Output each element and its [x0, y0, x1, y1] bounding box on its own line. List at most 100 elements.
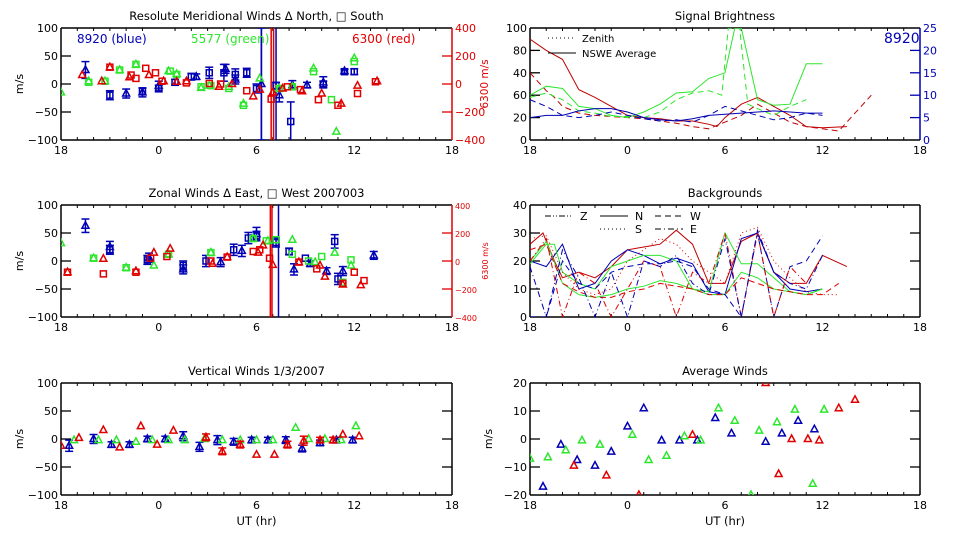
chart-title: Backgrounds — [688, 186, 763, 200]
x-tick-label: 12 — [816, 499, 830, 512]
data-point-triangle — [679, 430, 690, 440]
y-tick-label: 0 — [51, 255, 58, 268]
annotation-label: 5577 (green) — [191, 32, 269, 46]
data-point-triangle — [729, 415, 740, 425]
data-point-triangle — [569, 460, 579, 469]
data-point-triangle — [530, 453, 535, 462]
data-point-triangle — [246, 434, 257, 444]
x-tick-label: 18 — [445, 499, 459, 512]
y-tick-label: 80 — [513, 44, 527, 57]
series-line-5577-nswe-average — [530, 28, 823, 119]
data-point-square — [350, 57, 358, 66]
data-point-triangle — [282, 439, 293, 448]
data-point-square — [205, 69, 214, 77]
data-point-triangle — [772, 416, 782, 426]
data-point-triangle — [809, 423, 820, 433]
data-point-square — [106, 63, 114, 71]
data-point-triangle — [315, 434, 325, 444]
x-tick-label: 6 — [253, 321, 260, 334]
data-point-square — [182, 79, 191, 87]
data-point-triangle — [321, 265, 332, 275]
data-point-square — [288, 83, 297, 91]
data-point-triangle — [230, 73, 241, 83]
data-point-triangle — [754, 425, 764, 434]
data-point-square — [353, 89, 362, 98]
y-tick-label: 20 — [513, 377, 527, 390]
data-point-triangle — [251, 449, 262, 458]
y-tick-label: 40 — [513, 67, 527, 80]
data-point-square — [179, 261, 187, 270]
data-point-triangle — [695, 434, 706, 444]
x-tick-label: 18 — [445, 144, 459, 157]
data-point-square — [163, 252, 171, 261]
data-point-square — [122, 263, 130, 272]
right-axis-tick-label: 400 — [455, 202, 470, 211]
data-point-square — [207, 248, 215, 257]
x-tick-label: 6 — [722, 144, 729, 157]
data-point-triangle — [106, 439, 117, 448]
right-axis-tick-label: 20 — [923, 44, 937, 57]
y-axis-label: m/s — [13, 74, 26, 94]
right-axis-tick-label: 10 — [923, 89, 937, 102]
data-point-triangle — [850, 394, 860, 404]
data-point-square — [207, 257, 215, 265]
data-point-triangle — [807, 478, 818, 488]
legend-label: S — [635, 223, 642, 236]
data-point-triangle — [351, 420, 361, 430]
data-point-square — [205, 79, 214, 88]
data-point-triangle — [248, 90, 258, 100]
plot-area — [530, 383, 860, 495]
plot-area — [61, 420, 364, 458]
data-point-triangle — [217, 434, 228, 444]
x-tick-label: 18 — [523, 144, 537, 157]
data-point-triangle — [369, 249, 379, 259]
data-point-triangle — [656, 434, 667, 444]
data-point-triangle — [269, 449, 280, 458]
data-point-triangle — [308, 62, 319, 72]
data-point-square — [99, 270, 108, 278]
y-tick-label: 0 — [520, 134, 527, 147]
right-axis-tick-label: −200 — [455, 106, 485, 119]
meridional-winds-panel: Resolute Meridional Winds Δ North, □ Sou… — [13, 9, 491, 157]
data-point-square — [350, 67, 358, 76]
data-point-square — [283, 83, 292, 91]
data-point-triangle — [111, 434, 122, 444]
data-point-square — [197, 83, 205, 91]
y-tick-label: −50 — [35, 283, 58, 296]
y-tick-label: 100 — [37, 22, 58, 35]
data-point-triangle — [235, 439, 245, 448]
y-tick-label: 30 — [513, 227, 527, 240]
data-point-triangle — [163, 434, 174, 444]
data-point-square — [202, 257, 210, 265]
data-point-triangle — [773, 468, 784, 478]
data-point-square — [158, 77, 166, 85]
zonal-winds-panel: Zonal Winds Δ East, □ West 2007003 18 0 6 12… — [13, 186, 490, 334]
plot-area — [61, 205, 379, 317]
data-point-triangle — [674, 434, 685, 444]
data-point-triangle — [760, 383, 771, 387]
data-point-square — [231, 70, 240, 79]
data-point-triangle — [180, 434, 190, 444]
data-point-square — [327, 95, 336, 104]
right-axis-tick-label: 0 — [455, 258, 460, 267]
data-point-triangle — [606, 446, 617, 455]
data-point-triangle — [228, 436, 239, 446]
data-point-triangle — [338, 428, 348, 438]
data-point-triangle — [786, 433, 797, 443]
data-point-triangle — [61, 86, 66, 96]
data-point-triangle — [212, 434, 223, 444]
data-point-triangle — [61, 440, 66, 449]
y-tick-label: 100 — [37, 377, 58, 390]
data-point-square — [106, 91, 114, 99]
data-point-square — [132, 268, 140, 276]
annotation-label: 6300 (red) — [352, 32, 415, 46]
y-tick-label: −50 — [35, 106, 58, 119]
data-point-triangle — [93, 434, 104, 444]
data-point-square — [239, 101, 248, 110]
data-point-triangle — [297, 442, 307, 452]
data-point-triangle — [329, 247, 340, 256]
data-point-triangle — [346, 259, 356, 269]
y-tick-label: 0 — [51, 78, 58, 91]
data-point-triangle — [819, 404, 829, 413]
